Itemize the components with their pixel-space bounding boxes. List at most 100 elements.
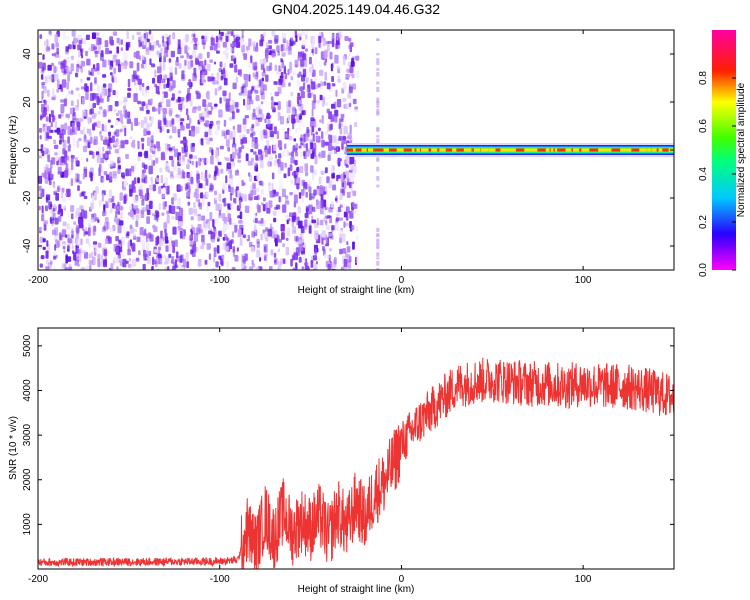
spectrogram-speckle — [56, 127, 60, 133]
spectrogram-speckle — [40, 74, 44, 80]
spectrogram-speckle — [174, 259, 177, 269]
spectrogram-speckle — [232, 55, 236, 59]
spectrogram-speckle — [38, 186, 42, 194]
spectrogram-speckle — [343, 125, 348, 135]
spectrogram-speckle — [125, 168, 130, 177]
spectrogram-speckle — [298, 166, 304, 173]
spectrogram-speckle — [229, 179, 233, 185]
y-tick-label: -20 — [22, 190, 33, 205]
spectrogram-speckle — [181, 160, 185, 166]
spectrogram-speckle — [208, 253, 211, 260]
spectrogram-speckle — [177, 39, 181, 48]
spectrogram-speckle — [54, 34, 58, 43]
spectrogram-speckle — [91, 195, 95, 203]
spectrogram-speckle — [281, 52, 286, 57]
spectrogram-speckle — [168, 155, 174, 161]
spectrogram-column-speckle — [376, 233, 380, 237]
spectrogram-speckle — [265, 51, 269, 59]
spectrogram-speckle — [343, 211, 348, 218]
spectrogram-speckle — [109, 208, 113, 214]
spectrogram-speckle — [90, 172, 93, 182]
spectrogram-speckle — [318, 176, 322, 185]
spectrogram-speckle — [198, 157, 202, 166]
spectrogram-speckle — [350, 165, 354, 172]
spectrogram-speckle — [202, 198, 206, 206]
spectrogram-speckle — [243, 98, 246, 106]
spectrogram-speckle — [162, 35, 165, 44]
spectrogram-speckle — [221, 254, 225, 259]
spectrogram-speckle — [259, 137, 264, 141]
spectrogram-speckle — [144, 37, 147, 46]
spectrogram-speckle — [251, 141, 255, 149]
spectrogram-speckle — [253, 66, 258, 71]
spectrogram-speckle — [141, 242, 146, 251]
spectrogram-speckle — [242, 137, 247, 144]
spectrogram-speckle — [113, 256, 117, 262]
spectrogram-speckle — [163, 74, 168, 80]
spectrogram-speckle — [266, 158, 271, 167]
spectrogram-speckle — [68, 181, 71, 185]
spectrogram-speckle — [95, 186, 99, 194]
spectrogram-speckle — [100, 157, 105, 164]
spectrogram-speckle — [202, 64, 206, 71]
spectrogram-speckle — [64, 170, 69, 178]
spectrogram-speckle — [355, 256, 357, 266]
spectrogram-column-speckle — [376, 176, 380, 181]
spectrogram-speckle — [38, 227, 43, 231]
spectrogram-speckle — [188, 129, 191, 137]
spectrogram-speckle — [205, 138, 210, 145]
spectrogram-speckle — [194, 188, 199, 196]
spectrogram-speckle — [177, 90, 182, 94]
spectrogram-speckle — [52, 212, 56, 221]
spectrogram-speckle — [70, 154, 74, 163]
spectrogram-speckle — [185, 108, 189, 116]
spectrogram-speckle — [59, 129, 63, 139]
spectrogram-speckle — [297, 56, 302, 61]
spectrogram-speckle — [140, 236, 145, 244]
spectrogram-speckle — [306, 129, 310, 137]
spectrogram-speckle — [80, 129, 84, 135]
spectrogram-speckle — [243, 265, 247, 270]
spectrogram-speckle — [89, 264, 92, 270]
spectrogram-speckle — [314, 155, 318, 165]
spectrogram-speckle — [149, 116, 154, 124]
y-tick-label: 0 — [22, 147, 33, 153]
spectrogram-speckle — [234, 64, 238, 73]
spectrogram-speckle — [314, 135, 319, 141]
spectrogram-speckle — [280, 161, 284, 171]
spectrogram-speckle — [251, 259, 254, 265]
spectrogram-speckle — [97, 258, 100, 268]
spectrogram-speckle — [275, 52, 279, 58]
spectrogram-column-speckle — [376, 128, 380, 132]
spectrogram-speckle — [222, 243, 226, 250]
spectrogram-speckle — [113, 67, 117, 74]
spectrogram-speckle — [186, 172, 190, 178]
spectrogram-speckle — [166, 210, 170, 215]
spectrogram-speckle — [146, 188, 149, 194]
spectrogram-speckle — [311, 69, 316, 77]
spectrogram-speckle — [131, 259, 137, 267]
spectrogram-speckle — [261, 77, 264, 82]
carrier-peak — [581, 148, 588, 152]
spectrogram-speckle — [39, 263, 43, 268]
spectrogram-speckle — [143, 230, 146, 237]
x-tick-label: 0 — [399, 275, 405, 286]
spectrogram-speckle — [344, 36, 349, 41]
spectrogram-speckle — [129, 136, 133, 140]
spectrogram-speckle — [319, 94, 323, 101]
spectrogram-speckle — [188, 207, 193, 215]
spectrogram-speckle — [189, 55, 193, 60]
spectrogram-speckle — [191, 142, 195, 147]
spectrogram-speckle — [81, 97, 85, 106]
spectrogram-noise — [38, 30, 380, 270]
spectrogram-speckle — [202, 194, 207, 199]
spectrogram-speckle — [170, 50, 175, 58]
spectrogram-speckle — [108, 189, 112, 198]
spectrogram-speckle — [66, 81, 70, 90]
spectrogram-speckle — [70, 225, 74, 235]
spectrogram-speckle — [197, 224, 202, 233]
spectrogram-speckle — [61, 264, 64, 270]
spectrogram-speckle — [117, 210, 120, 215]
spectrogram-carrier-line — [346, 143, 674, 157]
spectrogram-speckle — [246, 46, 250, 51]
